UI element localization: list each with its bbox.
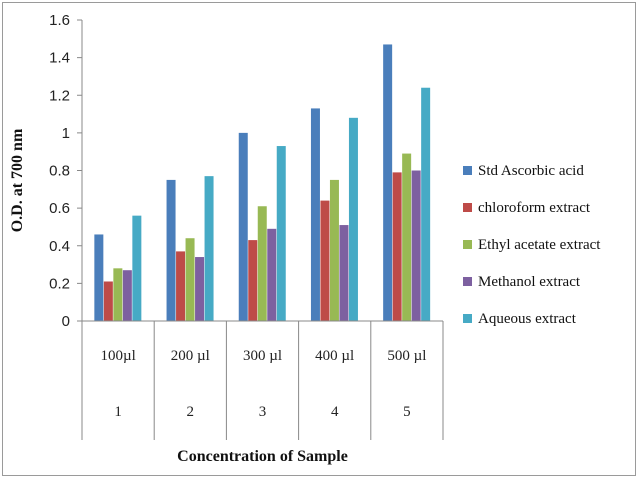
legend-swatch [463, 240, 472, 249]
legend-swatch [463, 314, 472, 323]
bar [276, 146, 286, 321]
bars [94, 44, 431, 322]
bar [122, 270, 132, 321]
y-tick-label: 0.6 [49, 200, 70, 217]
bar [402, 153, 412, 321]
bar [166, 179, 176, 321]
bar [421, 87, 431, 321]
y-tick-label: 0.2 [49, 275, 70, 292]
y-tick-label: 0.4 [49, 238, 70, 255]
bar [411, 170, 421, 321]
y-tick-label: 1.6 [49, 12, 70, 29]
category-label: 200 µl [171, 348, 210, 364]
legend-label: Ethyl acetate extract [478, 237, 601, 253]
category-number-label: 1 [114, 404, 122, 420]
category-label: 100µl [100, 348, 135, 364]
category-number-label: 4 [331, 404, 339, 420]
legend-swatch [463, 203, 472, 212]
bar [339, 225, 349, 321]
bar [310, 108, 320, 321]
bar [103, 281, 113, 321]
y-axis-ticks: 0 0.2 0.4 0.6 0.8 1 1.2 1.4 1.6 [49, 12, 82, 330]
bar [257, 206, 267, 321]
x-axis-title: Concentration of Sample [177, 448, 348, 465]
bar [94, 234, 104, 321]
y-tick-label: 0 [62, 313, 70, 330]
bar [267, 228, 277, 321]
legend-label: Aqueous extract [478, 311, 577, 327]
bar [195, 257, 205, 321]
y-tick-label: 1 [62, 125, 70, 142]
axes [81, 20, 444, 440]
y-tick-label: 1.4 [49, 50, 70, 67]
bar [132, 215, 142, 321]
legend-swatch [463, 277, 472, 286]
bar [320, 200, 330, 321]
category-labels: 100µl 1 200 µl 2 300 µl 3 400 µl 4 500 µl 5 [100, 348, 426, 420]
legend-label: chloroform extract [478, 200, 591, 216]
bar [329, 179, 339, 321]
legend: Std Ascorbic acid chloroform extract Ethyl… [463, 163, 601, 327]
category-label: 500 µl [387, 348, 426, 364]
bar [176, 251, 186, 321]
bar [204, 176, 214, 321]
legend-label: Std Ascorbic acid [478, 163, 584, 179]
y-axis-title: O.D. at 700 nm [9, 128, 26, 232]
legend-label: Methanol extract [478, 274, 581, 290]
legend-swatch [463, 166, 472, 175]
y-tick-label: 0.8 [49, 163, 70, 180]
category-label: 400 µl [315, 348, 354, 364]
bar [383, 44, 393, 322]
category-number-label: 2 [187, 404, 195, 420]
bar [392, 172, 402, 321]
bar [113, 268, 123, 321]
category-number-label: 5 [403, 404, 411, 420]
bar [248, 240, 258, 321]
category-label: 300 µl [243, 348, 282, 364]
bar [238, 132, 248, 321]
category-number-label: 3 [259, 404, 267, 420]
bar [185, 238, 195, 321]
bar [348, 117, 358, 321]
y-tick-label: 1.2 [49, 87, 70, 104]
